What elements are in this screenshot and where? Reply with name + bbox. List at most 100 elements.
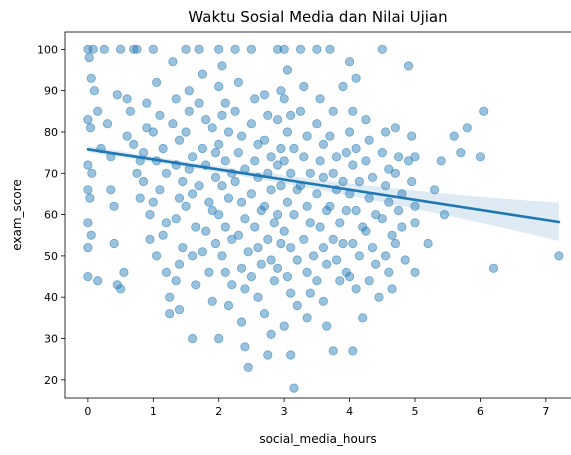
- data-point: [256, 259, 266, 269]
- data-point: [387, 284, 397, 294]
- data-point: [351, 73, 361, 83]
- data-point: [295, 44, 306, 54]
- data-point: [250, 222, 260, 232]
- data-point: [263, 350, 273, 360]
- data-point: [338, 238, 348, 249]
- data-point: [289, 143, 299, 154]
- data-point: [449, 131, 459, 141]
- data-point: [279, 226, 289, 236]
- data-point: [197, 143, 207, 154]
- data-point: [188, 333, 198, 344]
- data-point: [217, 110, 227, 121]
- data-point: [475, 152, 485, 162]
- data-point: [83, 160, 93, 170]
- data-point: [263, 234, 273, 244]
- data-point: [87, 168, 97, 178]
- data-point: [201, 115, 211, 125]
- data-point: [354, 176, 364, 187]
- data-point: [269, 218, 279, 228]
- data-point: [358, 313, 368, 323]
- data-point: [282, 271, 292, 282]
- data-point: [230, 44, 240, 54]
- y-tick-label: 20: [44, 374, 58, 387]
- data-point: [246, 189, 256, 199]
- points-layer: [83, 44, 564, 393]
- data-point: [403, 61, 414, 71]
- data-point: [276, 143, 286, 154]
- data-point: [410, 218, 420, 228]
- data-point: [181, 44, 191, 54]
- data-point: [282, 65, 292, 75]
- data-point: [220, 156, 230, 166]
- data-point: [83, 185, 93, 195]
- data-point: [318, 172, 328, 182]
- data-point: [305, 218, 315, 228]
- data-point: [312, 44, 322, 54]
- x-tick-label: 7: [542, 405, 549, 418]
- data-point: [214, 333, 224, 344]
- data-point: [289, 383, 299, 393]
- data-point: [377, 214, 387, 224]
- data-point: [407, 176, 417, 187]
- data-point: [188, 152, 198, 162]
- data-point: [390, 168, 400, 178]
- plot-frame: [64, 31, 571, 399]
- data-point: [488, 263, 499, 273]
- data-point: [266, 185, 276, 195]
- data-point: [377, 148, 387, 158]
- data-point: [397, 222, 407, 232]
- data-point: [207, 205, 217, 216]
- data-point: [393, 152, 404, 162]
- data-point: [387, 230, 397, 240]
- y-tick-label: 50: [44, 250, 58, 263]
- data-point: [312, 276, 322, 286]
- confidence-band-layer: [87, 146, 559, 241]
- data-point: [106, 185, 116, 195]
- x-tick-label: 1: [150, 405, 157, 418]
- data-point: [168, 57, 178, 67]
- data-point: [89, 86, 100, 96]
- data-point: [83, 271, 93, 282]
- data-point: [299, 152, 309, 162]
- data-point: [361, 156, 371, 166]
- data-point: [259, 309, 270, 319]
- data-point: [237, 263, 247, 273]
- data-point: [299, 81, 309, 92]
- x-axis-ticks: 0 1 2 3 4 5 6 7: [84, 398, 549, 418]
- data-point: [318, 296, 328, 306]
- data-point: [214, 210, 224, 220]
- data-point: [295, 106, 306, 116]
- data-point: [259, 201, 270, 211]
- data-point: [348, 238, 358, 249]
- data-point: [171, 276, 181, 286]
- data-point: [302, 131, 312, 141]
- data-point: [233, 230, 243, 240]
- data-point: [165, 309, 175, 319]
- y-axis-ticks: 20 30 40 50 60 70 80 90 100: [37, 43, 65, 387]
- data-point: [109, 238, 119, 249]
- data-point: [380, 251, 391, 261]
- data-point: [230, 106, 240, 116]
- data-point: [181, 127, 191, 137]
- data-point: [223, 300, 234, 311]
- x-tick-label: 4: [346, 405, 353, 418]
- y-tick-label: 40: [44, 291, 58, 304]
- data-point: [161, 267, 171, 277]
- data-point: [174, 135, 185, 145]
- data-point: [266, 329, 276, 339]
- data-point: [88, 44, 98, 54]
- data-point: [207, 123, 217, 133]
- data-point: [148, 197, 158, 207]
- y-axis-label: exam_score: [10, 179, 24, 251]
- data-point: [112, 90, 122, 100]
- data-point: [325, 44, 335, 54]
- data-point: [240, 342, 250, 352]
- data-point: [171, 94, 181, 104]
- data-point: [292, 300, 302, 311]
- data-point: [246, 119, 256, 129]
- data-point: [282, 197, 292, 207]
- x-tick-label: 6: [477, 405, 484, 418]
- data-point: [341, 148, 351, 158]
- data-point: [230, 176, 240, 187]
- data-point: [253, 292, 263, 302]
